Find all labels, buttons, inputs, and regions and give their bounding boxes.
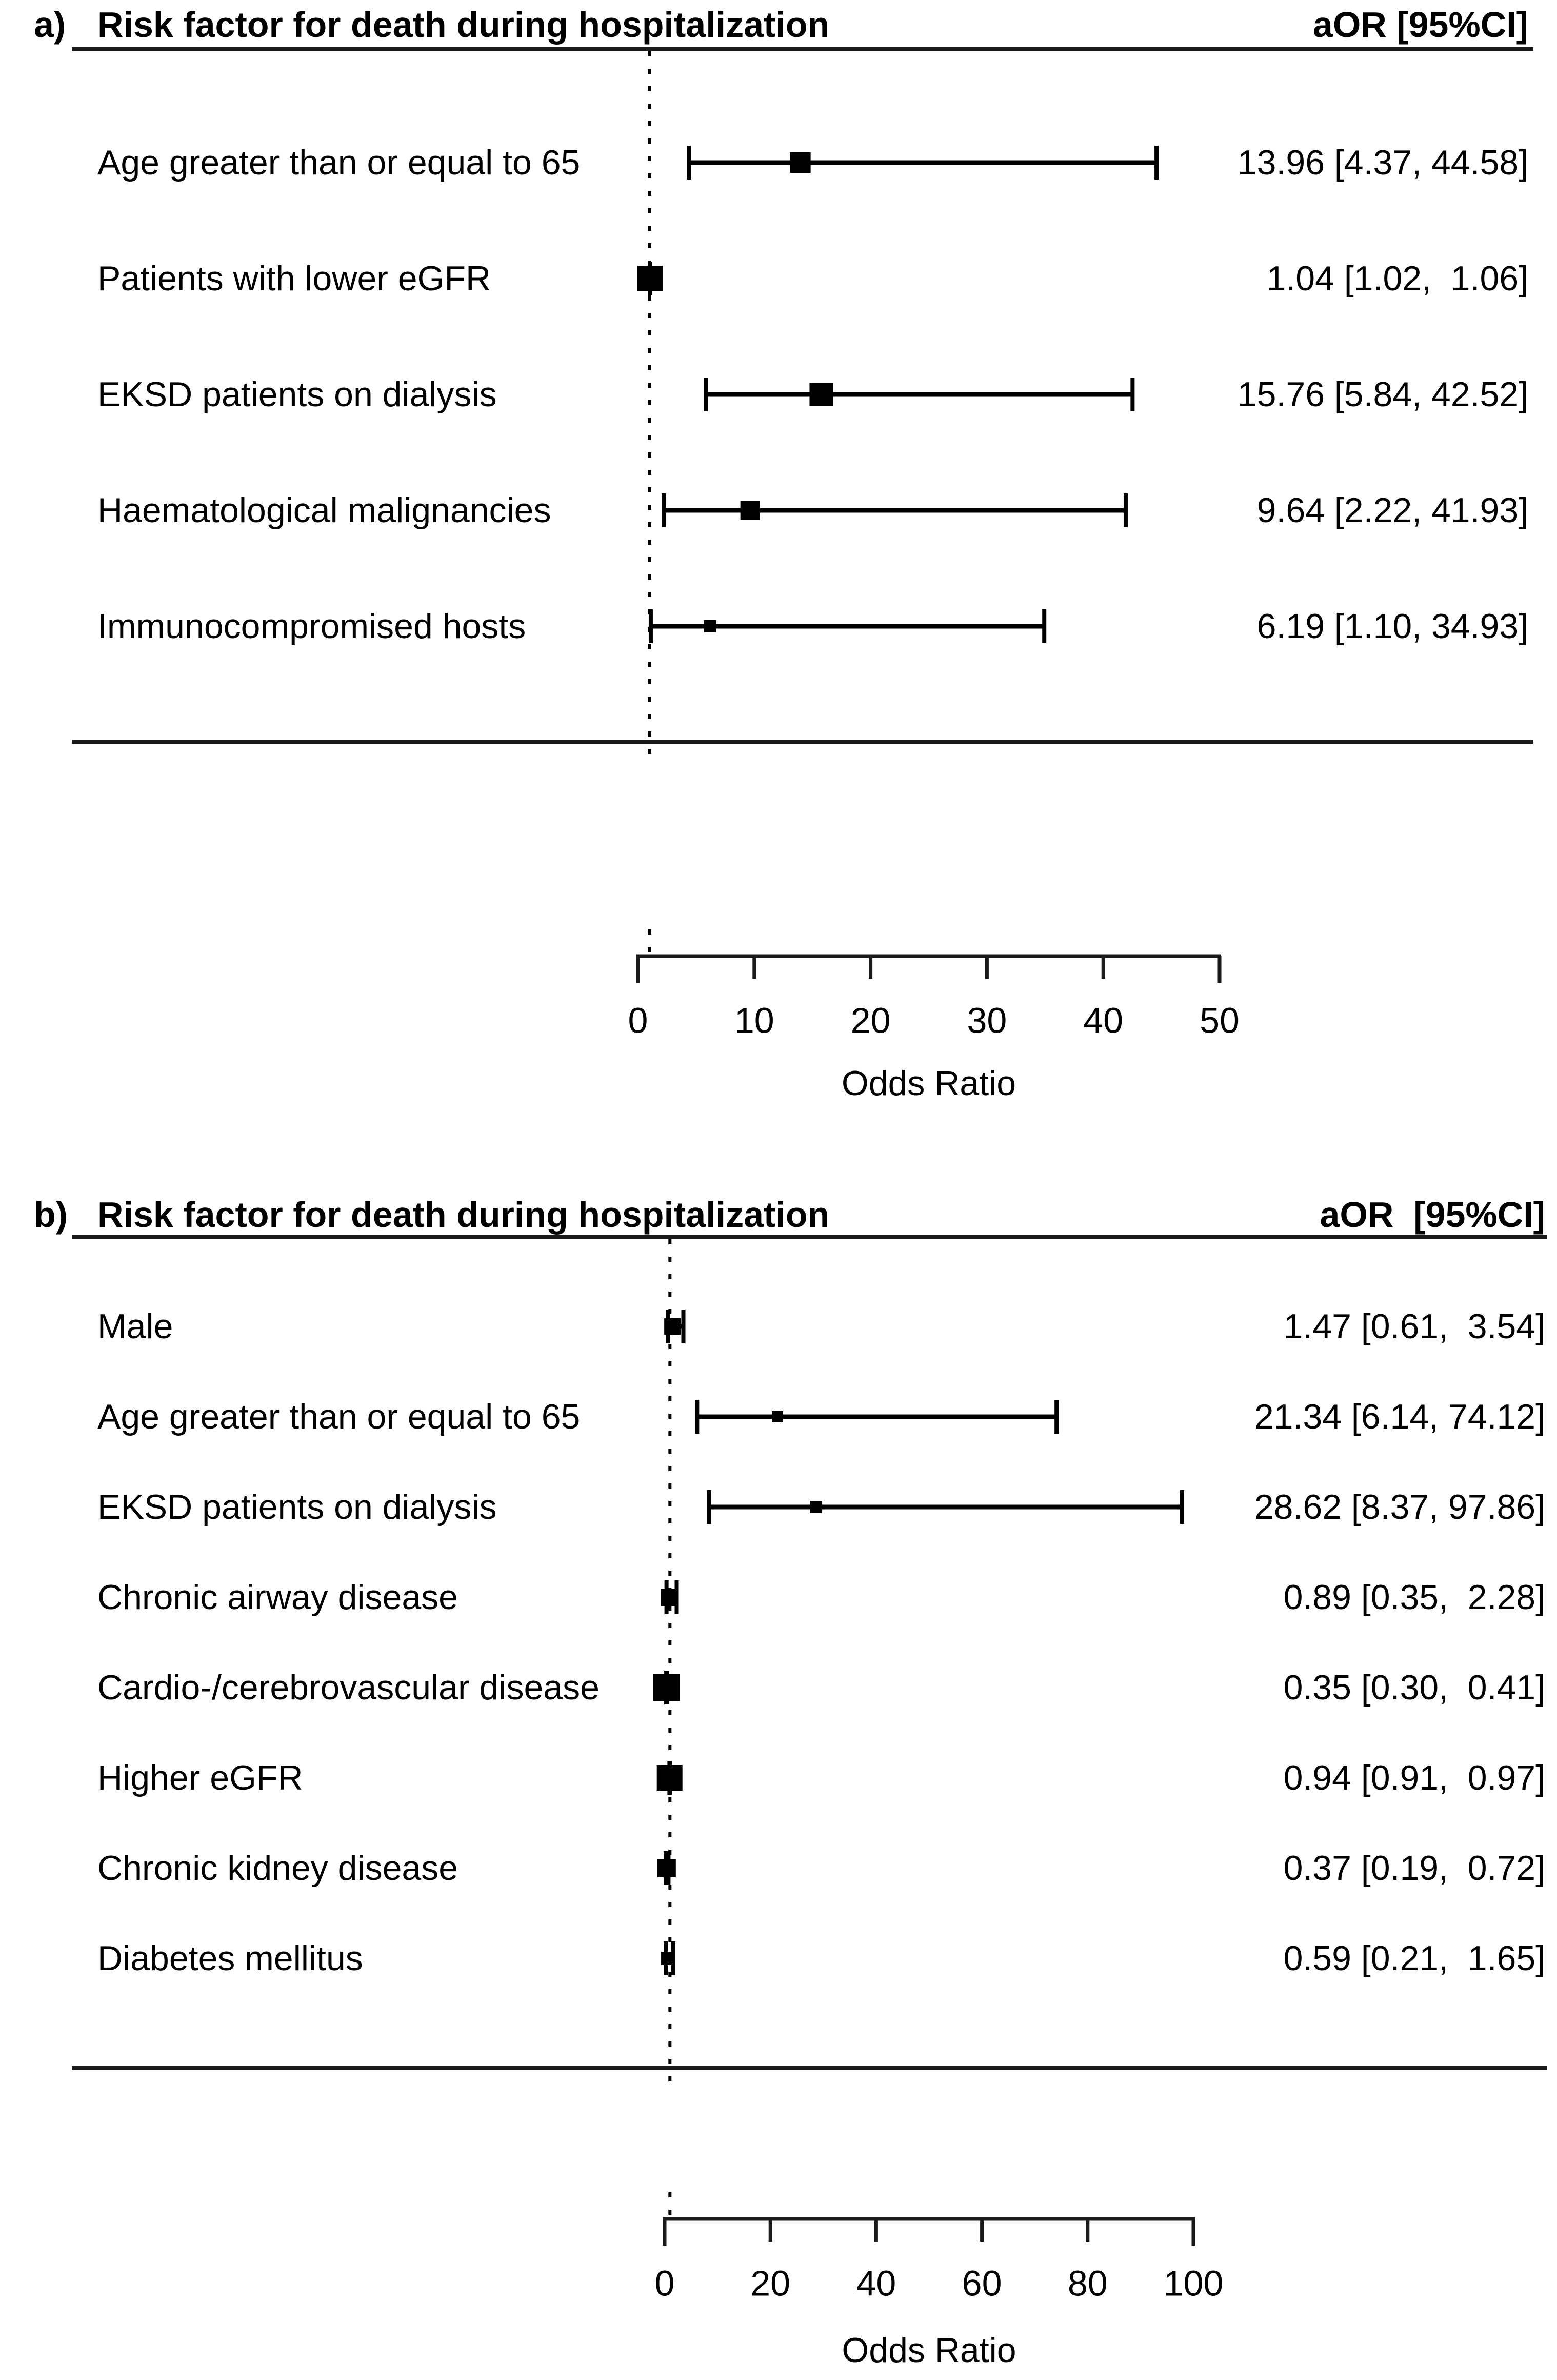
row-value: 9.64 [2.22, 41.93] — [1256, 491, 1528, 530]
axis-x-label: Odds Ratio — [842, 1064, 1016, 1103]
row-value: 21.34 [6.14, 74.12] — [1254, 1397, 1545, 1436]
axis-tick-label: 0 — [628, 1000, 648, 1040]
row-label: Higher eGFR — [97, 1758, 303, 1797]
row-value: 0.37 [0.19, 0.72] — [1283, 1849, 1545, 1888]
panel-b-tag: b) — [34, 1195, 68, 1235]
axis-tick-label: 50 — [1200, 1000, 1240, 1040]
row-value: 13.96 [4.37, 44.58] — [1237, 143, 1528, 182]
panel-a-title: Risk factor for death during hospitaliza… — [97, 5, 830, 45]
row-label: Age greater than or equal to 65 — [97, 1397, 581, 1436]
axis-tick-label: 30 — [967, 1000, 1007, 1040]
axis-tick-label: 40 — [856, 2263, 896, 2303]
or-marker — [664, 1318, 681, 1335]
row-value: 6.19 [1.10, 34.93] — [1256, 607, 1528, 646]
axis-x-label: Odds Ratio — [842, 2331, 1016, 2370]
row-label: EKSD patients on dialysis — [97, 375, 497, 414]
or-marker — [657, 1859, 676, 1877]
axis-tick-label: 20 — [851, 1000, 891, 1040]
panel-a-col-header: aOR [95%CI] — [1312, 5, 1528, 45]
row-label: Age greater than or equal to 65 — [97, 143, 581, 182]
or-marker — [772, 1411, 784, 1422]
or-marker — [790, 152, 811, 173]
axis-tick-label: 10 — [734, 1000, 774, 1040]
row-label: EKSD patients on dialysis — [97, 1488, 497, 1526]
row-label: Cardio-/cerebrovascular disease — [97, 1668, 600, 1707]
axis-tick-label: 0 — [655, 2263, 675, 2303]
row-label: Haematological malignancies — [97, 491, 551, 530]
row-label: Chronic airway disease — [97, 1578, 458, 1617]
row-label: Patients with lower eGFR — [97, 259, 491, 298]
row-value: 28.62 [8.37, 97.86] — [1254, 1488, 1545, 1526]
or-marker — [661, 1952, 675, 1965]
row-label: Chronic kidney disease — [97, 1849, 458, 1888]
axis-tick-label: 80 — [1068, 2263, 1108, 2303]
or-marker — [704, 620, 716, 632]
or-marker — [740, 501, 760, 520]
panel-b-title: Risk factor for death during hospitaliza… — [97, 1195, 830, 1235]
row-value: 15.76 [5.84, 42.52] — [1237, 375, 1528, 414]
row-label: Immunocompromised hosts — [97, 607, 526, 646]
row-label: Male — [97, 1307, 173, 1346]
or-marker — [809, 383, 833, 406]
row-value: 0.59 [0.21, 1.65] — [1283, 1939, 1545, 1978]
axis-tick-label: 100 — [1164, 2263, 1224, 2303]
row-value: 0.35 [0.30, 0.41] — [1283, 1668, 1545, 1707]
or-marker — [653, 1674, 680, 1701]
axis-tick-label: 60 — [962, 2263, 1002, 2303]
axis-tick-label: 20 — [750, 2263, 790, 2303]
row-value: 1.04 [1.02, 1.06] — [1266, 259, 1528, 298]
or-marker — [661, 1589, 678, 1606]
panel-a-tag: a) — [34, 5, 66, 45]
axis-tick-label: 40 — [1083, 1000, 1123, 1040]
row-value: 0.89 [0.35, 2.28] — [1283, 1578, 1545, 1617]
panel-b-col-header: aOR [95%CI] — [1320, 1195, 1545, 1235]
or-marker — [656, 1765, 683, 1791]
or-marker — [637, 266, 663, 291]
row-value: 1.47 [0.61, 3.54] — [1283, 1307, 1545, 1346]
or-marker — [810, 1501, 823, 1513]
row-value: 0.94 [0.91, 0.97] — [1283, 1758, 1545, 1797]
row-label: Diabetes mellitus — [97, 1939, 363, 1978]
